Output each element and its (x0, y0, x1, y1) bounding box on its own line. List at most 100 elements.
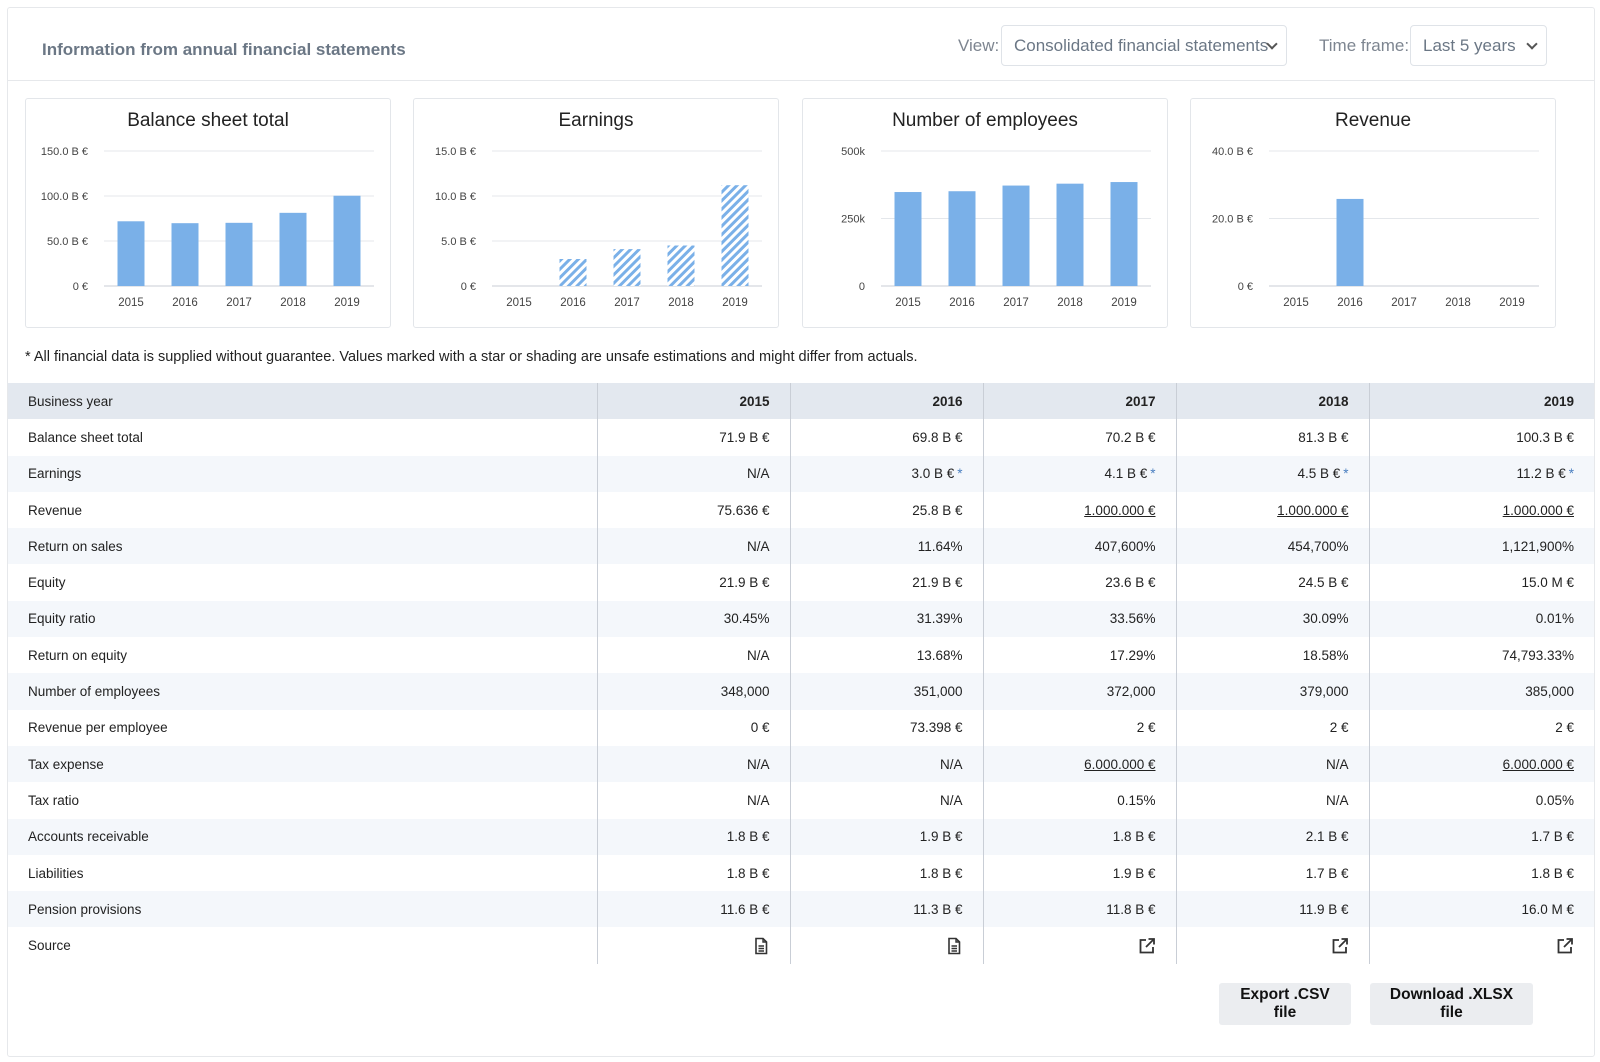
x-tick-label: 2015 (895, 297, 921, 309)
chart-revenue-svg: Revenue 0 € 20.0 B € 40.0 B € 2015 2016 2017 20… (1212, 110, 1539, 309)
cell-value: 21.9 B € (912, 575, 963, 591)
table-cell: 4.5 B € * (1175, 455, 1369, 492)
cell-value: 18.58% (1302, 647, 1349, 663)
cell-value: 3.0 B € (911, 466, 955, 482)
cell-value: 1.8 B € (1112, 829, 1156, 845)
row-label: Tax expense (8, 745, 597, 783)
cell-value: 1.8 B € (919, 865, 963, 881)
chart-revenue: Revenue 0 € 20.0 B € 40.0 B € 2015 2016 2017 20… (1190, 98, 1556, 328)
row-label: Revenue per employee (28, 720, 168, 736)
value-link[interactable]: 6.000.000 € (1084, 756, 1156, 772)
table-cell: N/A (596, 782, 790, 819)
table-cell: 1.8 B € (596, 854, 790, 892)
table-cell: 17.29% (982, 637, 1176, 674)
table-cell: 21.9 B € (789, 564, 983, 601)
cell-value: 23.6 B € (1105, 575, 1156, 591)
bar-2016[interactable] (171, 223, 199, 286)
year-header: 2017 (982, 383, 1176, 420)
bar-2018[interactable] (667, 245, 695, 287)
table-cell: 0.01% (1368, 600, 1594, 638)
cell-value: 75.636 € (716, 502, 770, 518)
cell-value: 1.8 B € (726, 865, 770, 881)
table-cell: 1.7 B € (1368, 818, 1594, 855)
x-tick-label: 2019 (1111, 297, 1137, 309)
bar-2016[interactable] (559, 259, 587, 286)
table-row-number-of-employees: Number of employees 348,000 351,000 372,000… (8, 673, 1594, 710)
x-tick-label: 2019 (334, 297, 360, 309)
table-cell: 1.8 B € (982, 818, 1176, 855)
x-tick-label: 2015 (118, 297, 144, 309)
table-cell (1175, 927, 1369, 964)
table-row-source: Source (8, 927, 1594, 964)
export-csv-button[interactable]: Export .CSV file (1219, 983, 1351, 1025)
bar-2019[interactable] (333, 195, 361, 286)
x-tick-label: 2017 (1003, 297, 1029, 309)
external-link-icon[interactable] (1331, 937, 1349, 955)
y-tick-label: 0 € (1238, 281, 1253, 293)
x-tick-label: 2017 (614, 297, 640, 309)
table-cell: 11.9 B € (1175, 891, 1369, 928)
document-icon[interactable] (945, 937, 963, 955)
cell-value: 0.05% (1535, 792, 1574, 808)
chart-balance-sheet-total: Balance sheet total 0 € 50.0 B € 100.0 B € 1… (25, 98, 391, 328)
table-row-tax-expense: Tax expense N/A N/A 6.000.000 € N/A 6.000.000… (8, 745, 1594, 783)
cell-value: 1.7 B € (1305, 865, 1349, 881)
bar-2016[interactable] (1336, 198, 1364, 286)
cell-value: N/A (746, 538, 770, 554)
bar-2019[interactable] (721, 185, 749, 286)
row-label: Liabilities (28, 865, 84, 881)
bar-2019[interactable] (1110, 182, 1138, 286)
cell-value: 11.8 B € (1106, 901, 1156, 917)
cell-value: N/A (746, 466, 770, 482)
cell-value: 81.3 B € (1298, 429, 1349, 445)
table-cell: 30.45% (596, 600, 790, 638)
cell-value: 16.0 M € (1521, 901, 1574, 917)
bar-2017[interactable] (1002, 185, 1030, 286)
bar-2018[interactable] (1056, 183, 1084, 286)
value-link[interactable]: 1.000.000 € (1084, 502, 1156, 518)
cell-value: 372,000 (1106, 684, 1156, 700)
bar-2016[interactable] (948, 191, 976, 286)
table-cell[interactable]: 6.000.000 € (982, 745, 1176, 783)
cell-value: 30.09% (1302, 611, 1349, 627)
estimate-star: * (1343, 466, 1349, 482)
bar-2015[interactable] (117, 221, 145, 286)
value-link[interactable]: 1.000.000 € (1277, 502, 1349, 518)
table-row-return-on-equity: Return on equity N/A 13.68% 17.29% 18.58% 74,… (8, 637, 1594, 674)
external-link-icon[interactable] (1138, 937, 1156, 955)
table-cell[interactable]: 1.000.000 € (1368, 491, 1594, 529)
y-tick-label: 10.0 B € (435, 191, 476, 203)
table-cell[interactable]: 1.000.000 € (982, 491, 1176, 529)
view-select[interactable]: Consolidated financial statements (1001, 25, 1287, 66)
external-link-icon[interactable] (1556, 937, 1574, 955)
table-row-balance-sheet-total: Balance sheet total 71.9 B € 69.8 B € 70.2 … (8, 419, 1594, 456)
bar-2015[interactable] (894, 192, 922, 286)
view-select-value: Consolidated financial statements (1014, 36, 1269, 55)
bar-2018[interactable] (279, 212, 307, 286)
value-link[interactable]: 1.000.000 € (1502, 502, 1574, 518)
table-cell: 454,700% (1175, 528, 1369, 565)
table-cell[interactable]: 6.000.000 € (1368, 745, 1594, 783)
value-link[interactable]: 6.000.000 € (1502, 756, 1574, 772)
bar-2017[interactable] (225, 222, 253, 286)
table-cell[interactable]: 1.000.000 € (1175, 491, 1369, 529)
table-cell: N/A (1175, 745, 1369, 783)
bar-2017[interactable] (613, 249, 641, 286)
table-cell: 1.9 B € (982, 854, 1176, 892)
table-cell: 11.3 B € (789, 891, 983, 928)
timeframe-select[interactable]: Last 5 years (1410, 25, 1547, 66)
table-cell: 0.05% (1368, 782, 1594, 819)
x-tick-label: 2016 (172, 297, 198, 309)
download-xlsx-button[interactable]: Download .XLSX file (1370, 983, 1533, 1025)
cell-value: 2.1 B € (1305, 829, 1349, 845)
x-tick-label: 2017 (1391, 297, 1417, 309)
x-tick-label: 2018 (1057, 297, 1083, 309)
cell-value: N/A (1325, 756, 1349, 772)
x-tick-label: 2017 (226, 297, 252, 309)
timeframe-select-value: Last 5 years (1423, 36, 1516, 55)
table-cell: 11.64% (789, 528, 983, 565)
chart-earnings-svg: Earnings 0 € 5.0 B € 10.0 B € 15.0 B € 2015 20… (435, 110, 762, 309)
document-icon[interactable] (752, 937, 770, 955)
table-cell: 21.9 B € (596, 564, 790, 601)
cell-value: 33.56% (1109, 611, 1156, 627)
